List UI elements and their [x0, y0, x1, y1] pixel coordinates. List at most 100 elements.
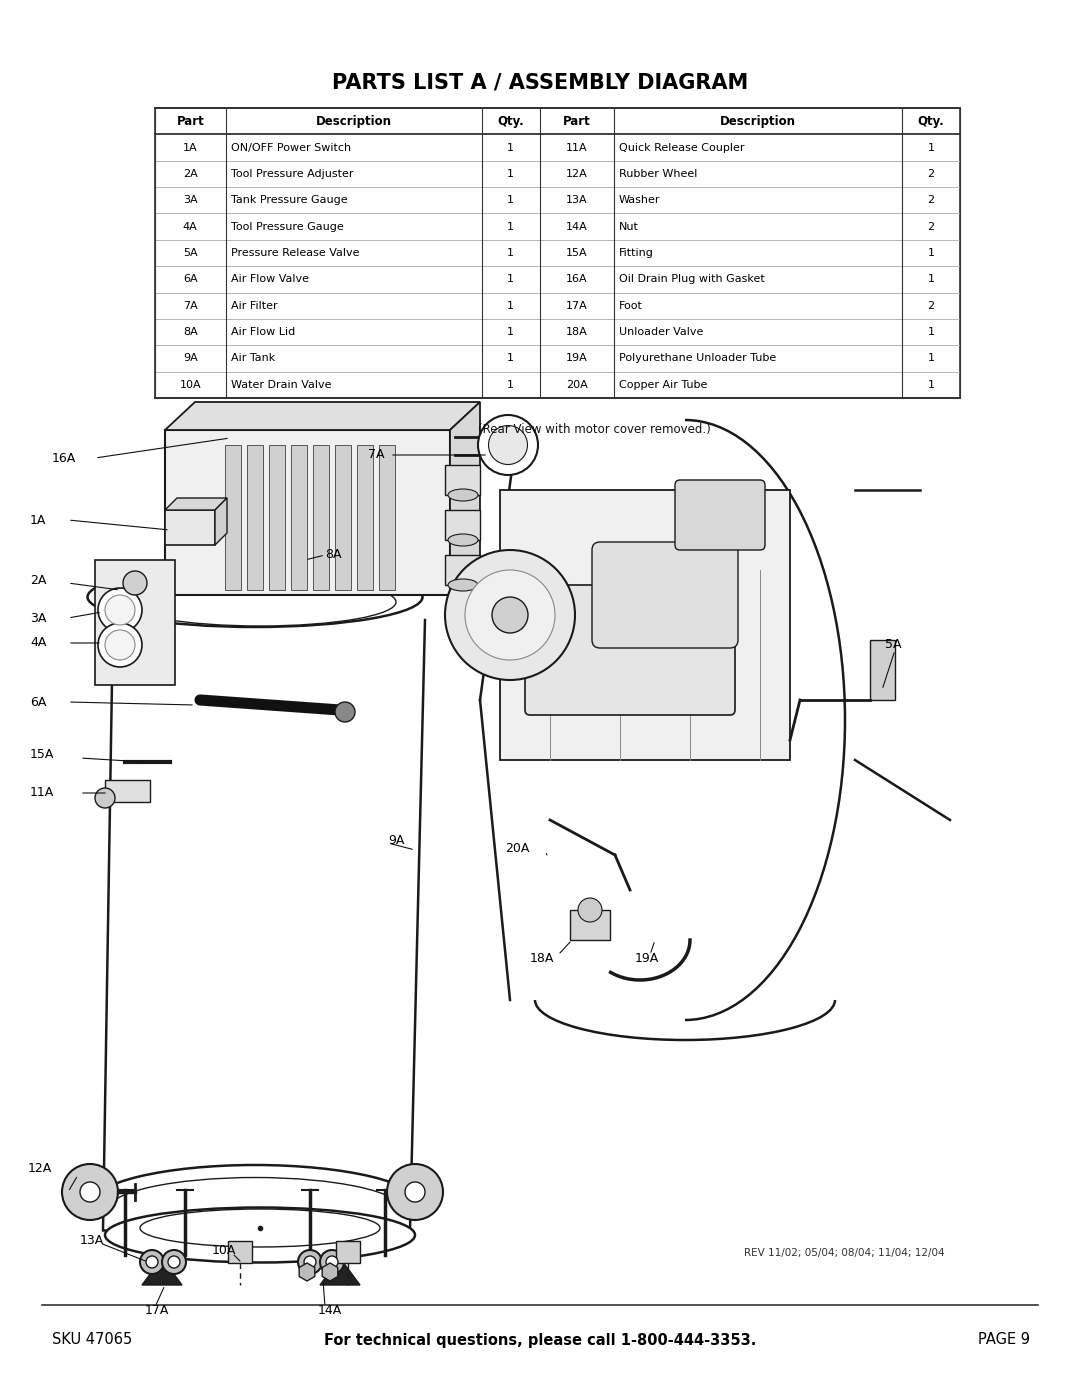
- Bar: [269, 446, 285, 590]
- Text: 20A: 20A: [505, 841, 529, 855]
- Text: 2A: 2A: [183, 169, 198, 179]
- Text: Tool Pressure Adjuster: Tool Pressure Adjuster: [230, 169, 353, 179]
- Circle shape: [478, 415, 538, 475]
- Text: Pressure Release Valve: Pressure Release Valve: [230, 249, 359, 258]
- Polygon shape: [320, 1259, 360, 1285]
- Text: 1: 1: [928, 274, 934, 285]
- Text: 17A: 17A: [566, 300, 588, 310]
- Text: 1: 1: [928, 380, 934, 390]
- Circle shape: [488, 426, 527, 464]
- Text: 1: 1: [928, 327, 934, 337]
- Text: 1: 1: [928, 249, 934, 258]
- Text: Qty.: Qty.: [918, 115, 945, 127]
- Polygon shape: [215, 497, 227, 545]
- Text: Copper Air Tube: Copper Air Tube: [619, 380, 707, 390]
- Ellipse shape: [105, 1207, 415, 1263]
- Text: 1: 1: [508, 353, 514, 363]
- Polygon shape: [165, 497, 227, 510]
- Text: 15A: 15A: [566, 249, 588, 258]
- Text: 2: 2: [928, 222, 934, 232]
- Circle shape: [168, 1256, 180, 1268]
- Text: Unloader Valve: Unloader Valve: [619, 327, 703, 337]
- Bar: [228, 1241, 252, 1263]
- Text: 6A: 6A: [183, 274, 198, 285]
- Circle shape: [98, 623, 141, 666]
- Circle shape: [140, 1250, 164, 1274]
- Bar: [336, 1241, 360, 1263]
- Text: PARTS LIST A / ASSEMBLY DIAGRAM: PARTS LIST A / ASSEMBLY DIAGRAM: [332, 73, 748, 92]
- Text: 18A: 18A: [530, 951, 554, 964]
- Text: 1: 1: [508, 169, 514, 179]
- Bar: [291, 446, 307, 590]
- Text: Air Flow Lid: Air Flow Lid: [230, 327, 295, 337]
- Circle shape: [578, 898, 602, 922]
- Text: 1A: 1A: [30, 514, 46, 527]
- Bar: [870, 640, 895, 700]
- Circle shape: [62, 1164, 118, 1220]
- Bar: [445, 465, 480, 495]
- Bar: [445, 555, 480, 585]
- Text: 17A: 17A: [145, 1303, 170, 1316]
- Circle shape: [105, 595, 135, 624]
- Text: 13A: 13A: [80, 1234, 105, 1246]
- Text: Foot: Foot: [619, 300, 643, 310]
- Circle shape: [492, 597, 528, 633]
- Text: 15A: 15A: [30, 749, 54, 761]
- Text: 10A: 10A: [212, 1243, 237, 1256]
- Text: Nut: Nut: [619, 222, 638, 232]
- Text: 4A: 4A: [183, 222, 198, 232]
- Text: REV 11/02; 05/04; 08/04; 11/04; 12/04: REV 11/02; 05/04; 08/04; 11/04; 12/04: [744, 1248, 945, 1259]
- Text: 8A: 8A: [325, 549, 341, 562]
- Text: 1: 1: [508, 327, 514, 337]
- Bar: [379, 446, 395, 590]
- Text: 20A: 20A: [566, 380, 588, 390]
- Bar: [247, 446, 264, 590]
- Text: For technical questions, please call 1-800-444-3353.: For technical questions, please call 1-8…: [324, 1333, 756, 1348]
- Circle shape: [146, 1256, 158, 1268]
- Text: 1: 1: [928, 353, 934, 363]
- Text: 7A: 7A: [368, 448, 384, 461]
- Bar: [357, 446, 373, 590]
- Text: ON/OFF Power Switch: ON/OFF Power Switch: [230, 142, 351, 152]
- Bar: [335, 446, 351, 590]
- Text: 2: 2: [928, 300, 934, 310]
- Polygon shape: [141, 1259, 183, 1285]
- Ellipse shape: [448, 534, 478, 546]
- Text: 1: 1: [508, 222, 514, 232]
- Circle shape: [405, 1182, 426, 1201]
- Ellipse shape: [124, 578, 396, 626]
- Text: Qty.: Qty.: [497, 115, 524, 127]
- Circle shape: [465, 570, 555, 659]
- Text: Description: Description: [720, 115, 796, 127]
- Ellipse shape: [448, 489, 478, 502]
- FancyBboxPatch shape: [165, 430, 450, 595]
- Text: 1: 1: [508, 249, 514, 258]
- Circle shape: [298, 1250, 322, 1274]
- Text: 19A: 19A: [566, 353, 588, 363]
- Bar: [225, 446, 241, 590]
- Text: 19A: 19A: [635, 951, 659, 964]
- Bar: [105, 780, 150, 802]
- Text: 11A: 11A: [566, 142, 588, 152]
- FancyBboxPatch shape: [675, 481, 765, 550]
- Text: Quick Release Coupler: Quick Release Coupler: [619, 142, 744, 152]
- Text: 18A: 18A: [566, 327, 588, 337]
- Text: 14A: 14A: [318, 1303, 342, 1316]
- Text: 16A: 16A: [566, 274, 588, 285]
- Text: 1: 1: [508, 274, 514, 285]
- Text: 12A: 12A: [28, 1161, 52, 1175]
- Text: 2: 2: [928, 169, 934, 179]
- Text: 2A: 2A: [30, 574, 46, 587]
- Text: 11A: 11A: [30, 787, 54, 799]
- Text: Rubber Wheel: Rubber Wheel: [619, 169, 698, 179]
- Text: 6A: 6A: [30, 696, 46, 708]
- Text: 16A: 16A: [52, 451, 77, 464]
- Ellipse shape: [87, 567, 422, 627]
- Text: 5A: 5A: [183, 249, 198, 258]
- Circle shape: [387, 1164, 443, 1220]
- Text: 12A: 12A: [566, 169, 588, 179]
- Text: Fitting: Fitting: [619, 249, 653, 258]
- Text: (Rear View with motor cover removed.): (Rear View with motor cover removed.): [478, 423, 711, 436]
- Text: Water Drain Valve: Water Drain Valve: [230, 380, 330, 390]
- Text: Description: Description: [315, 115, 392, 127]
